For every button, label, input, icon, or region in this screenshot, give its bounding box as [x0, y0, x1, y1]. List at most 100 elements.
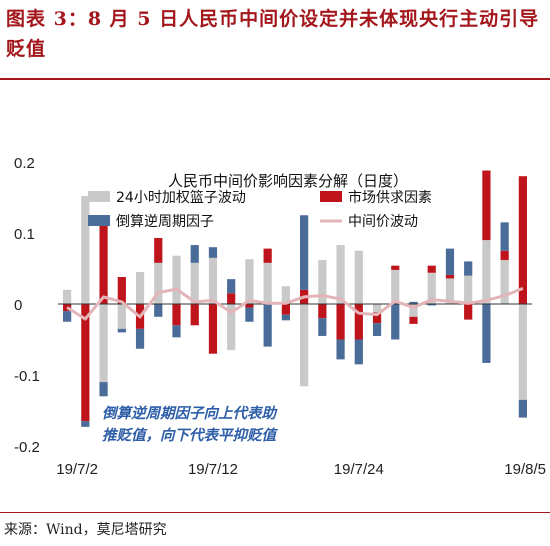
bar-segment-basket	[263, 262, 272, 304]
bar-segment-market	[464, 304, 473, 320]
bar-segment-basket	[172, 255, 181, 304]
bar-segment-basket	[482, 240, 491, 304]
bar-segment-basket	[318, 259, 327, 304]
bar-segment-basket	[135, 272, 145, 304]
source-rule	[0, 512, 550, 513]
annotation-line: 推贬值，向下代表平抑贬值	[102, 427, 278, 444]
bar-segment-ccf	[372, 323, 382, 336]
x-tick-label: 19/7/12	[188, 461, 238, 478]
title-rule	[0, 78, 550, 80]
bar-segment-ccf	[245, 307, 254, 322]
bar-segment-ccf	[172, 325, 181, 338]
bar-segment-market	[500, 250, 509, 260]
legend-label-total: 中间价波动	[348, 214, 418, 230]
bar-segment-basket	[81, 196, 90, 304]
bar-segment-basket	[190, 262, 199, 304]
bar-segment-market	[117, 277, 126, 304]
y-tick-label: -0.1	[14, 368, 40, 385]
bar-segment-basket	[300, 304, 309, 387]
bar-segment-ccf	[190, 245, 199, 263]
bar-segment-market	[154, 237, 163, 263]
bar-segment-market	[99, 215, 108, 304]
bar-segment-basket	[445, 278, 455, 304]
y-axis-ticks: 0.2 0.1 0 -0.1 -0.2	[14, 155, 40, 456]
bar-segment-market	[281, 304, 290, 315]
bar-segment-ccf	[445, 248, 455, 275]
bar-segment-ccf	[208, 247, 218, 258]
bar-segment-market	[172, 304, 181, 326]
bar-segment-ccf	[482, 304, 491, 363]
bar-segment-market	[227, 293, 236, 304]
bar-segment-basket	[281, 286, 290, 304]
bar-segment-ccf	[318, 318, 327, 336]
bar-segment-ccf	[117, 328, 126, 333]
annotation-line: 倒算逆周期因子向上代表助	[102, 405, 278, 422]
bar-segment-market	[445, 274, 455, 279]
bar-segment-ccf	[427, 304, 436, 306]
bar-segment-ccf	[263, 304, 272, 347]
bar-segment-basket	[245, 259, 254, 304]
y-tick-label: 0.1	[14, 226, 35, 243]
legend-label-ccf: 倒算逆周期因子	[116, 214, 214, 230]
factor-decomposition-chart: 0.2 0.1 0 -0.1 -0.2 19/7/2 19/7/12 19/7/24 19/8…	[14, 155, 546, 478]
bar-segment-basket	[427, 272, 436, 304]
bar-segment-ccf	[281, 314, 290, 321]
legend-swatch-market	[320, 191, 342, 202]
x-tick-label: 19/7/24	[334, 461, 384, 478]
legend-label-market: 市场供求因素	[348, 189, 432, 206]
bar-segment-basket	[518, 304, 527, 400]
bar-segment-market	[482, 170, 491, 241]
bar-segment-ccf	[336, 339, 345, 360]
bar-segment-ccf	[154, 304, 163, 317]
bar-segment-ccf	[391, 304, 400, 340]
figure-title: 图表 3：8 月 5 日人民币中间价设定并未体现央行主动引导贬值	[6, 8, 540, 60]
bar-segment-market	[208, 304, 218, 354]
legend-label-basket: 24小时加权篮子波动	[116, 190, 246, 206]
bar-segment-ccf	[227, 279, 236, 294]
bar-segment-market	[391, 265, 400, 270]
bar-segment-ccf	[63, 311, 72, 322]
bar-segment-ccf	[300, 215, 309, 290]
bar-segment-market	[354, 304, 363, 340]
bar-segment-market	[245, 304, 254, 308]
bar-segment-ccf	[500, 222, 509, 251]
chart-title: 人民币中间价影响因素分解（日度）	[168, 172, 408, 190]
y-tick-label: -0.2	[14, 439, 40, 456]
bar-segment-market	[318, 304, 327, 319]
bar-segment-basket	[354, 250, 363, 304]
bar-segment-market	[336, 304, 345, 340]
bar-segment-basket	[208, 257, 218, 304]
bar-segment-market	[190, 304, 199, 326]
bar-segment-market	[263, 248, 272, 263]
bar-segment-basket	[63, 289, 72, 304]
bar-segment-basket	[409, 304, 418, 317]
legend-swatch-basket	[88, 191, 110, 202]
bar-segment-ccf	[409, 301, 418, 304]
bar-segment-ccf	[135, 328, 145, 349]
bar-segment-market	[409, 316, 418, 324]
x-tick-label: 19/7/2	[56, 461, 98, 478]
bar-segment-basket	[336, 245, 345, 304]
bar-segment-market	[518, 176, 527, 304]
bar-segment-basket	[391, 269, 400, 304]
y-tick-label: 0.2	[14, 155, 35, 172]
total-change-line	[66, 287, 524, 321]
x-axis-labels: 19/7/2 19/7/12 19/7/24 19/8/5	[56, 461, 546, 478]
bar-segment-basket	[500, 259, 509, 304]
bar-segment-market	[81, 304, 90, 422]
bar-segment-market	[372, 312, 382, 324]
bar-segment-basket	[464, 275, 473, 304]
stacked-bars	[63, 170, 527, 427]
y-tick-label: 0	[14, 297, 22, 314]
bar-segment-basket	[154, 262, 163, 304]
bar-segment-basket	[117, 304, 126, 329]
x-tick-label: 19/8/5	[504, 461, 546, 478]
bar-segment-basket	[99, 304, 108, 383]
bar-segment-ccf	[518, 399, 527, 418]
bar-segment-basket	[372, 304, 382, 313]
bar-segment-basket	[227, 304, 236, 351]
bar-segment-ccf	[464, 261, 473, 276]
source-note: 来源：Wind，莫尼塔研究	[4, 522, 167, 538]
